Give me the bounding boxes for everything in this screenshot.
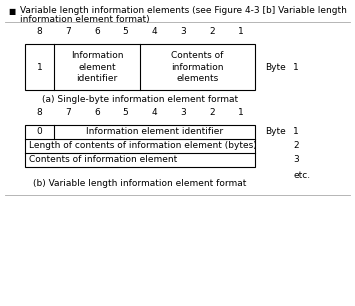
Text: 7: 7 xyxy=(65,27,71,36)
Bar xyxy=(25,44,255,90)
Text: (b) Variable length information element format: (b) Variable length information element … xyxy=(33,179,247,188)
Text: 8: 8 xyxy=(37,108,42,117)
Text: 6: 6 xyxy=(94,27,100,36)
Text: 2: 2 xyxy=(293,141,299,151)
Text: Byte: Byte xyxy=(265,128,286,136)
Text: 8: 8 xyxy=(37,27,42,36)
Text: Information
element
identifier: Information element identifier xyxy=(71,51,123,83)
Text: 3: 3 xyxy=(180,108,186,117)
Text: Variable length information elements (see Figure 4-3 [b] Variable length: Variable length information elements (se… xyxy=(20,6,347,15)
Text: 1: 1 xyxy=(293,62,299,72)
Text: information element format): information element format) xyxy=(20,15,149,24)
Text: 3: 3 xyxy=(293,155,299,165)
Text: 6: 6 xyxy=(94,108,100,117)
Text: etc.: etc. xyxy=(293,171,310,180)
Text: 4: 4 xyxy=(152,27,157,36)
Text: 1: 1 xyxy=(37,62,42,72)
Text: Contents of
information
elements: Contents of information elements xyxy=(171,51,224,83)
Bar xyxy=(25,125,255,167)
Text: 1: 1 xyxy=(238,27,244,36)
Text: ■: ■ xyxy=(8,7,15,16)
Text: 0: 0 xyxy=(37,128,42,136)
Text: 7: 7 xyxy=(65,108,71,117)
Text: Length of contents of information element (bytes): Length of contents of information elemen… xyxy=(29,141,257,151)
Text: 5: 5 xyxy=(123,27,129,36)
Text: (a) Single-byte information element format: (a) Single-byte information element form… xyxy=(42,95,238,104)
Text: 2: 2 xyxy=(209,108,215,117)
Text: 4: 4 xyxy=(152,108,157,117)
Text: Byte: Byte xyxy=(265,62,286,72)
Text: Information element identifier: Information element identifier xyxy=(86,128,223,136)
Text: 5: 5 xyxy=(123,108,129,117)
Text: 2: 2 xyxy=(209,27,215,36)
Text: 1: 1 xyxy=(293,128,299,136)
Text: Contents of information element: Contents of information element xyxy=(29,155,177,165)
Text: 1: 1 xyxy=(238,108,244,117)
Text: 3: 3 xyxy=(180,27,186,36)
